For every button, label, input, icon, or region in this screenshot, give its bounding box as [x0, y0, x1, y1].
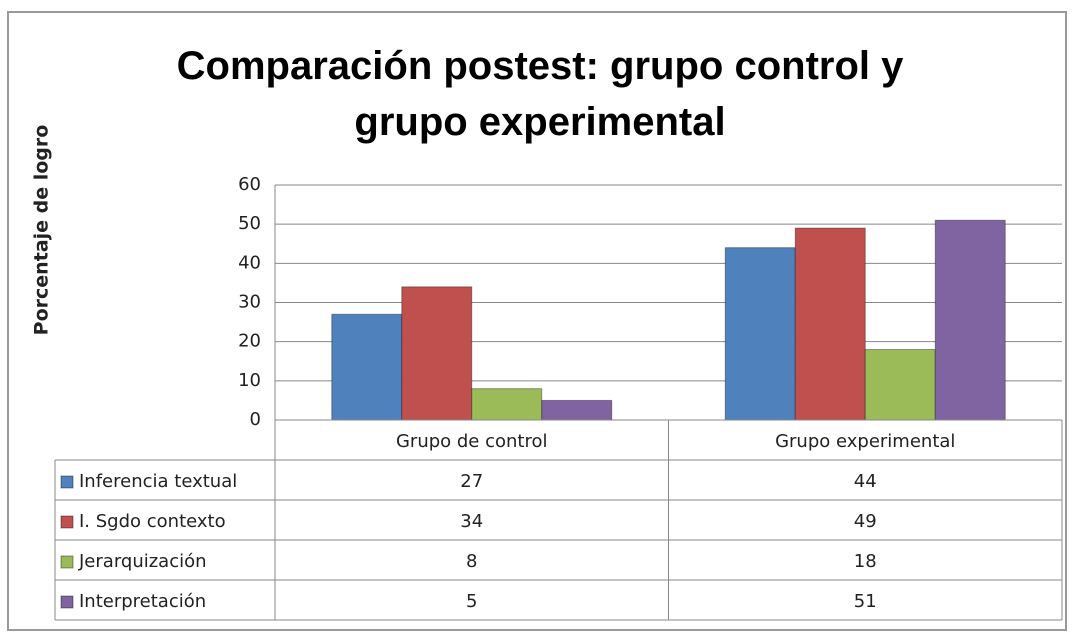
- legend-swatch: [60, 595, 74, 609]
- legend-swatch: [60, 555, 74, 569]
- table-value: 5: [466, 591, 477, 612]
- x-tick-label: Grupo experimental: [775, 431, 955, 452]
- chart-border: [7, 11, 1067, 631]
- table-value: 44: [854, 471, 877, 492]
- y-axis-label: Porcentaje de logro: [31, 125, 53, 336]
- bar: [864, 349, 936, 421]
- y-tick-label: 50: [238, 213, 261, 234]
- bar: [724, 247, 796, 421]
- y-tick-label: 30: [238, 292, 261, 313]
- bar: [934, 219, 1006, 421]
- y-tick-label: 10: [238, 370, 261, 391]
- table-value: 18: [854, 551, 877, 572]
- bar: [471, 388, 543, 421]
- y-tick-label: 20: [238, 331, 261, 352]
- x-tick-label: Grupo de control: [396, 431, 548, 452]
- bar: [331, 313, 403, 421]
- bar: [401, 286, 473, 421]
- legend-swatch: [60, 475, 74, 489]
- y-tick-label: 0: [250, 409, 261, 430]
- table-value: 49: [854, 511, 877, 532]
- legend-label: Interpretación: [79, 591, 206, 612]
- table-value: 27: [460, 471, 483, 492]
- bar: [541, 399, 613, 421]
- table-value: 8: [466, 551, 477, 572]
- legend-label: Inferencia textual: [79, 471, 237, 492]
- table-value: 51: [854, 591, 877, 612]
- table-value: 34: [460, 511, 483, 532]
- chart-title: Comparación postest: grupo control y gru…: [176, 44, 904, 144]
- y-tick-label: 60: [238, 174, 261, 195]
- bar: [794, 227, 866, 421]
- legend-swatch: [60, 515, 74, 529]
- y-tick-label: 40: [238, 252, 261, 273]
- legend-label: I. Sgdo contexto: [79, 511, 226, 532]
- legend-label: Jerarquización: [78, 551, 207, 572]
